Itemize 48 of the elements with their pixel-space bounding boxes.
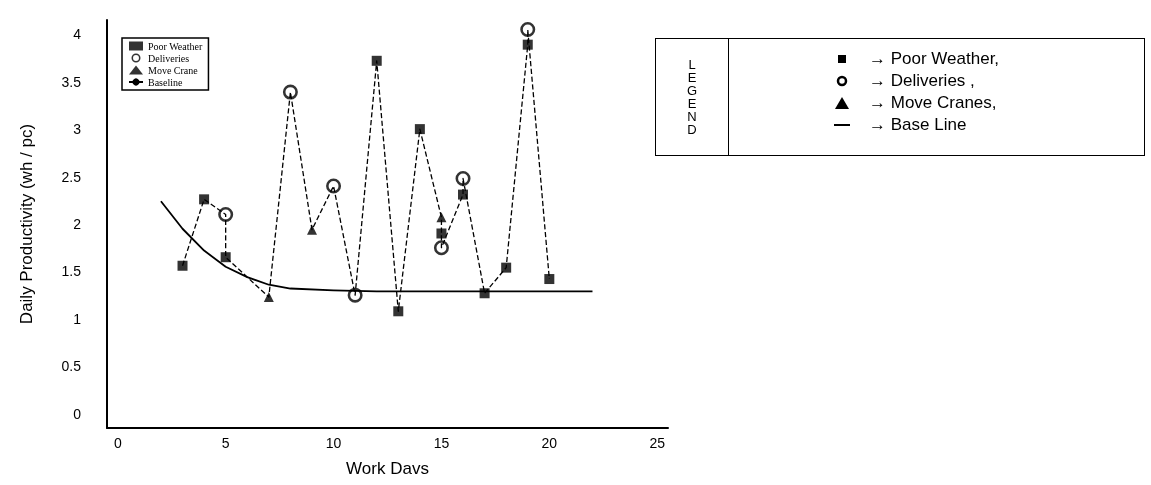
text: → Poor Weather, (869, 49, 1000, 69)
x-tick-label: 0 (113, 435, 122, 451)
text: → Base Line (869, 115, 967, 135)
legend-label: Move Crane (148, 64, 199, 76)
point (436, 228, 447, 239)
y-tick-label: 1 (73, 310, 82, 327)
text: → Deliveries , (869, 71, 975, 91)
y-axis-title: Daily Productivity (wh / pc) (17, 123, 36, 325)
point (501, 262, 512, 273)
y-tick-label: 1.5 (61, 263, 82, 280)
point (522, 39, 533, 50)
x-tick-label: 15 (433, 435, 450, 451)
point (177, 260, 188, 271)
point (520, 21, 536, 37)
y-tick-label: 2.5 (61, 168, 82, 185)
text: LEGEND (686, 57, 698, 137)
legend-label: Deliveries (148, 52, 190, 64)
point (458, 189, 469, 200)
point (433, 240, 449, 256)
x-tick-label: 5 (221, 435, 230, 451)
point (326, 178, 342, 194)
point (282, 84, 298, 100)
point (218, 207, 234, 223)
y-tick-label: 2 (73, 216, 82, 232)
point (414, 124, 425, 135)
point (220, 252, 231, 263)
y-tick-label: 0 (73, 405, 82, 422)
y-tick-label: 3.5 (61, 73, 82, 90)
point (347, 287, 363, 303)
point (306, 224, 317, 235)
point (455, 170, 471, 186)
x-tick-label: 10 (325, 435, 342, 451)
y-tick-label: 0.5 (61, 358, 82, 375)
x-axis-title: Work Davs (346, 459, 429, 478)
point (479, 288, 490, 299)
y-tick-label: 4 (73, 26, 82, 43)
point (436, 212, 447, 223)
point (393, 306, 404, 317)
point (544, 274, 555, 285)
x-tick-label: 20 (541, 435, 558, 451)
point (371, 55, 382, 66)
text: → Move Cranes, (869, 93, 997, 113)
point (199, 194, 210, 205)
y-tick-label: 3 (73, 121, 82, 138)
legend-label: Poor Weather (148, 40, 203, 52)
x-tick-label: 25 (649, 435, 666, 451)
point (263, 292, 274, 303)
legend-label: Baseline (148, 76, 183, 88)
